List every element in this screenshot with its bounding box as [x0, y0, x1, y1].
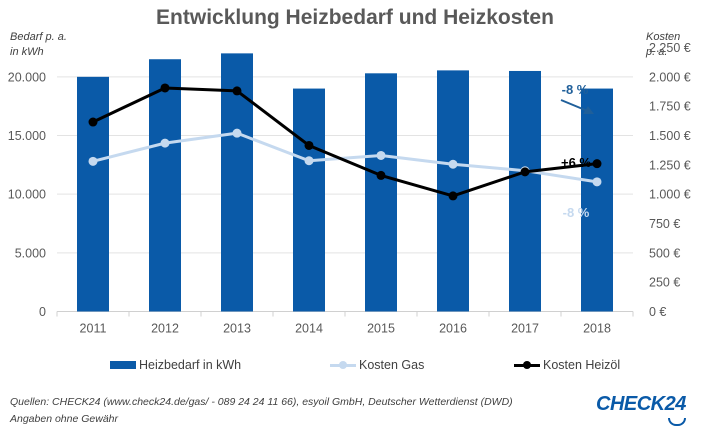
point-heizoel-2013 [232, 86, 242, 96]
y-tick-label: 0 [39, 305, 46, 319]
disclaimer-text: Angaben ohne Gewähr [10, 413, 118, 425]
point-gas-2014 [304, 156, 314, 166]
legend-line-swatch [330, 360, 356, 369]
point-heizoel-2011 [88, 117, 98, 127]
x-tick-label: 2011 [80, 322, 107, 336]
x-tick-label: 2018 [583, 322, 611, 336]
legend-label: Kosten Heizöl [543, 358, 621, 372]
y-tick-label: 5.000 [15, 246, 46, 260]
right-axis-title-line1: Kosten [646, 31, 681, 43]
chart-title: Entwicklung Heizbedarf und Heizkosten [156, 6, 554, 29]
y2-tick-label: 500 € [649, 246, 680, 260]
right-axis-title: Kosten p. a. [646, 30, 680, 60]
left-axis-title-line1: Bedarf p. a. [10, 31, 67, 43]
annotation-gas-change: -8 % [563, 205, 590, 220]
legend-item-heizoel: Kosten Heizöl [514, 358, 620, 372]
y-tick-label: 15.000 [8, 129, 46, 143]
y2-tick-label: 1.250 € [649, 158, 691, 172]
y-tick-label: 10.000 [8, 188, 46, 202]
left-axis-title-line2: in kWh [10, 46, 44, 58]
right-axis-title-line2: p. a. [646, 46, 668, 58]
x-tick-label: 2014 [295, 322, 323, 336]
legend-label: Kosten Gas [359, 358, 425, 372]
x-tick-label: 2017 [511, 322, 539, 336]
sources-text: Quellen: CHECK24 (www.check24.de/gas/ - … [10, 396, 513, 408]
footer: Quellen: CHECK24 (www.check24.de/gas/ - … [10, 394, 513, 428]
y2-tick-label: 1.000 € [649, 188, 691, 202]
y2-tick-label: 1.500 € [649, 129, 691, 143]
legend: Heizbedarf in kWh Kosten Gas Kosten Heiz… [0, 358, 710, 378]
point-gas-2011 [88, 156, 98, 166]
annotation-heizbedarf-change: -8 % [562, 82, 589, 97]
y2-tick-label: 2.250 € [649, 41, 691, 55]
x-tick-label: 2016 [439, 322, 467, 336]
legend-bar-swatch [110, 361, 136, 369]
bar-2014 [293, 88, 325, 312]
y2-tick-label: 250 € [649, 276, 680, 290]
legend-item-gas: Kosten Gas [330, 358, 424, 372]
legend-line-swatch [514, 360, 540, 369]
point-heizoel-2017 [520, 167, 530, 177]
x-tick-label: 2013 [223, 322, 251, 336]
bar-2018 [581, 88, 613, 312]
point-heizoel-2012 [160, 83, 170, 93]
point-gas-2018 [592, 177, 602, 187]
y2-tick-label: 1.750 € [649, 100, 691, 114]
arrow-head-icon [583, 106, 594, 114]
point-gas-2015 [376, 150, 386, 160]
point-heizoel-2016 [448, 191, 458, 201]
point-gas-2013 [232, 128, 242, 138]
point-gas-2012 [160, 138, 170, 148]
x-tick-label: 2015 [367, 322, 395, 336]
y-tick-label: 20.000 [8, 70, 46, 84]
bar-2017 [509, 70, 541, 312]
left-axis-title: Bedarf p. a. in kWh [10, 30, 67, 60]
point-heizoel-2018 [592, 159, 602, 169]
legend-item-heizbedarf: Heizbedarf in kWh [110, 358, 241, 372]
bar-2012 [149, 59, 181, 312]
bar-2011 [77, 76, 109, 312]
y2-tick-label: 750 € [649, 217, 680, 231]
x-tick-label: 2012 [151, 322, 179, 336]
point-heizoel-2014 [304, 140, 314, 150]
y2-tick-label: 0 € [649, 305, 666, 319]
point-heizoel-2015 [376, 170, 386, 180]
legend-label: Heizbedarf in kWh [139, 358, 242, 372]
check24-logo: CHECK24 [596, 393, 686, 415]
point-gas-2016 [448, 159, 458, 169]
y2-tick-label: 2.000 € [649, 70, 691, 84]
annotation-arrow-shaft [560, 99, 591, 113]
line-kosten-gas [92, 131, 598, 184]
line-kosten-heizoel [92, 86, 598, 198]
annotation-heizoel-change: +6 % [561, 155, 591, 170]
bar-2015 [365, 73, 397, 312]
bar-2013 [221, 53, 253, 312]
